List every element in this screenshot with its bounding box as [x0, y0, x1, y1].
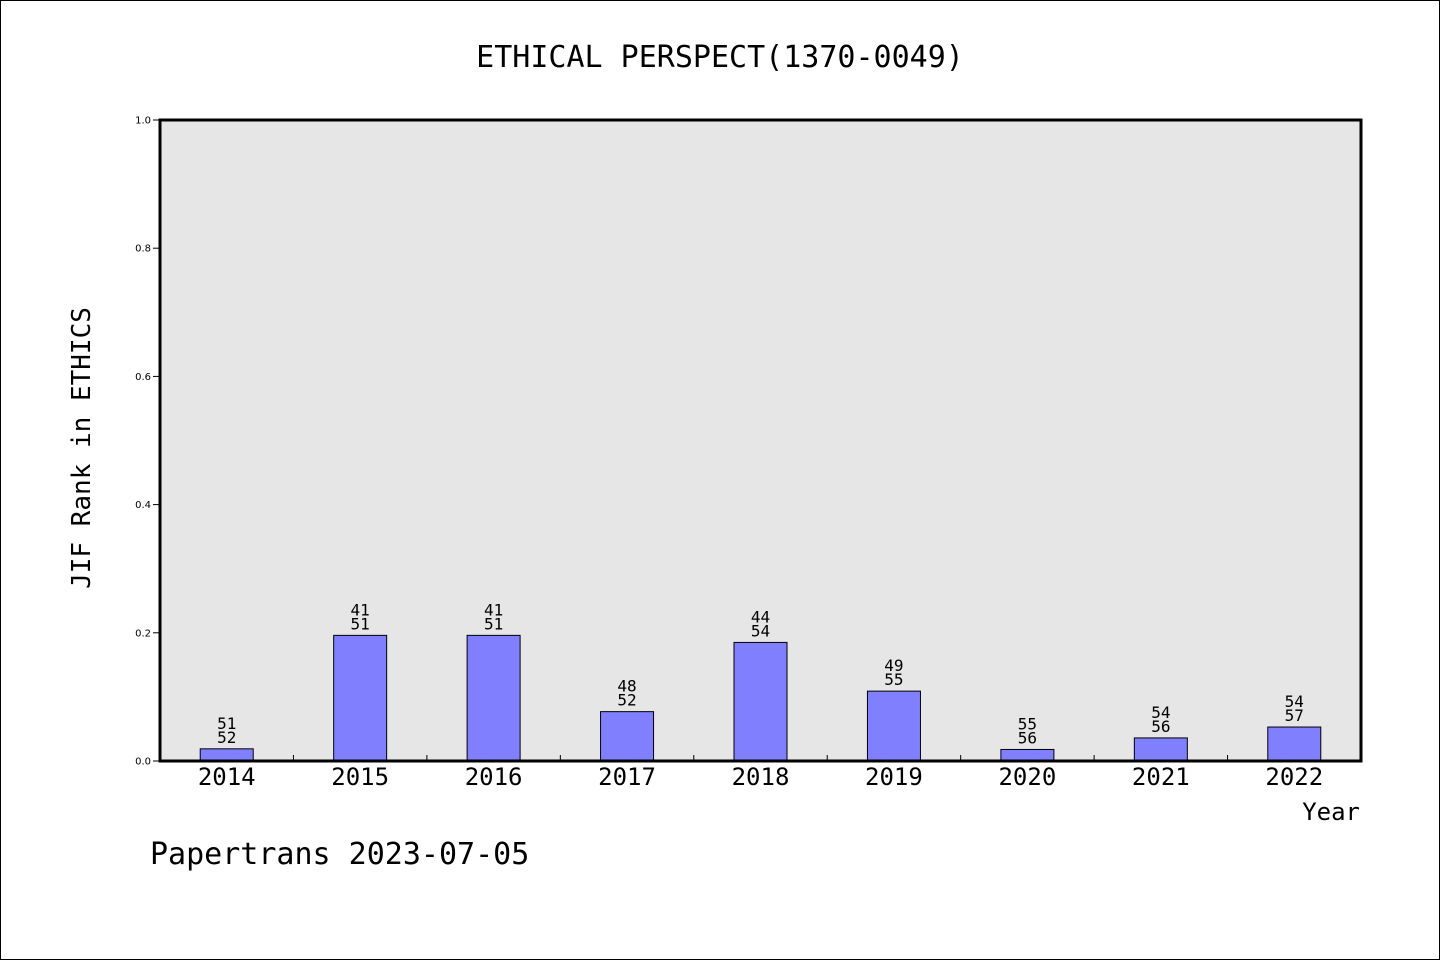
y-tick-label: 0.8: [135, 244, 151, 255]
y-tick-label: 1.0: [135, 116, 151, 127]
bar-2016: [466, 634, 521, 762]
bar-total-label: 52: [217, 728, 236, 747]
y-tick-label: 0.2: [135, 628, 151, 639]
bar-rank-label: 54: [1285, 692, 1304, 711]
x-tick-label: 2015: [331, 763, 389, 791]
bar-total-label: 56: [1151, 717, 1170, 736]
x-tick-label: 2019: [865, 763, 923, 791]
bar-total-label: 57: [1285, 706, 1304, 725]
bar-rank-label: 49: [884, 656, 903, 675]
bar-rank-label: 41: [351, 600, 370, 619]
x-tick-label: 2014: [198, 763, 256, 791]
bar-series: [199, 634, 1322, 762]
plot-border: [158, 118, 1363, 763]
bar-2014: [199, 748, 254, 762]
bar-rank-label: 51: [217, 714, 236, 733]
bar-2017: [600, 711, 655, 762]
bar-rank-label: 55: [1018, 714, 1037, 733]
x-tick-label: 2020: [998, 763, 1056, 791]
x-tick-label: 2021: [1132, 763, 1190, 791]
y-tick-label: 0.0: [135, 757, 151, 768]
bar-total-label: 55: [884, 670, 903, 689]
y-axis-label: JIF Rank in ETHICS: [67, 307, 97, 589]
bar-2015: [333, 634, 388, 762]
y-axis: 0.0 0.2 0.4 0.6 0.8 1.0: [135, 116, 160, 768]
y-tick-label: 0.6: [135, 372, 151, 383]
bar-2018: [733, 641, 788, 762]
bar-rank-label: 41: [484, 600, 503, 619]
x-axis-label: Year: [1302, 798, 1360, 826]
x-tick-label: 2018: [732, 763, 790, 791]
bar-total-label: 56: [1018, 728, 1037, 747]
bar-2021: [1133, 737, 1188, 762]
bar-total-label: 51: [484, 614, 503, 633]
x-tick-label: 2016: [465, 763, 523, 791]
x-tick-label: 2017: [598, 763, 656, 791]
bar-2019: [866, 690, 921, 762]
x-tick-label: 2022: [1265, 763, 1323, 791]
bar-2020: [1000, 748, 1055, 762]
bar-total-label: 52: [617, 691, 636, 710]
y-tick-label: 0.4: [135, 500, 151, 511]
bar-rank-label: 48: [617, 677, 636, 696]
footer-watermark: Papertrans 2023-07-05: [150, 837, 529, 872]
bar-2022: [1267, 726, 1322, 762]
x-axis: 2014 2015 2016 2017 2018 2019 2020 2021 2022: [198, 755, 1323, 791]
bar-total-label: 51: [351, 614, 370, 633]
bar-total-label: 54: [751, 621, 770, 640]
chart-title: ETHICAL PERSPECT(1370-0049): [476, 40, 964, 75]
bar-rank-label: 54: [1151, 703, 1170, 722]
bar-rank-label: 44: [751, 607, 770, 626]
